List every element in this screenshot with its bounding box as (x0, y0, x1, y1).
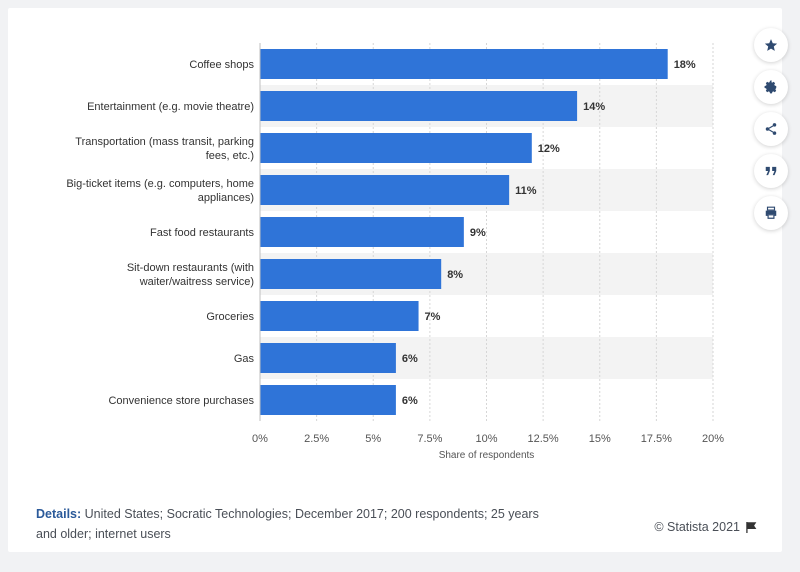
x-tick-label: 10% (475, 433, 497, 445)
bar (260, 343, 396, 373)
category-label: Gas (234, 353, 255, 365)
toolbar (754, 28, 790, 238)
print-icon (765, 206, 777, 219)
bar-value-label: 12% (538, 143, 560, 155)
category-label: Groceries (206, 311, 254, 323)
bar-value-label: 7% (425, 311, 441, 323)
print-button[interactable] (754, 196, 788, 230)
x-tick-label: 20% (702, 433, 724, 445)
bar (260, 385, 396, 415)
share-button[interactable] (754, 112, 788, 146)
copyright: © Statista 2021 (654, 520, 757, 534)
star-icon (764, 39, 778, 51)
x-tick-label: 2.5% (304, 433, 329, 445)
bar (260, 49, 668, 79)
category-label: Convenience store purchases (108, 395, 254, 407)
x-axis-title: Share of respondents (439, 450, 535, 461)
copyright-text: © Statista 2021 (654, 520, 740, 534)
bar-value-label: 11% (515, 185, 537, 197)
gear-icon (764, 80, 777, 94)
bar-value-label: 8% (447, 269, 463, 281)
category-label: Big-ticket items (e.g. computers, home ap… (66, 178, 254, 204)
bar (260, 301, 419, 331)
share-icon (765, 123, 777, 135)
x-tick-label: 7.5% (417, 433, 442, 445)
category-label: Fast food restaurants (150, 227, 254, 239)
x-tick-label: 5% (365, 433, 381, 445)
favorite-button[interactable] (754, 28, 788, 62)
x-tick-label: 12.5% (528, 433, 559, 445)
x-tick-label: 0% (252, 433, 268, 445)
bar (260, 217, 464, 247)
bar (260, 259, 442, 289)
x-tick-label: 15% (589, 433, 611, 445)
flag-icon[interactable] (746, 521, 757, 533)
bar-chart: 0% 2.5% 5% 7.5% 10% 12.5% 15% 17.5% 20% 18% Coffee… (66, 43, 724, 461)
cite-button[interactable] (754, 154, 788, 188)
bar-value-label: 18% (674, 59, 696, 71)
category-label: Coffee shops (189, 59, 254, 71)
details-text: Details: United States; Socratic Technol… (36, 505, 556, 544)
bar (260, 133, 532, 163)
bar-value-label: 14% (583, 101, 605, 113)
bar-value-label: 6% (402, 353, 418, 365)
bar (260, 91, 578, 121)
x-tick-label: 17.5% (641, 433, 672, 445)
category-label: Transportation (mass transit, parking fee… (75, 136, 254, 162)
details-label: Details: (36, 507, 82, 521)
bar (260, 175, 510, 205)
quote-icon (765, 166, 777, 176)
settings-button[interactable] (754, 70, 788, 104)
details-body: United States; Socratic Technologies; De… (36, 507, 539, 541)
chart-card: 0% 2.5% 5% 7.5% 10% 12.5% 15% 17.5% 20% 18% Coffee… (8, 8, 788, 552)
bar-value-label: 9% (470, 227, 486, 239)
category-label: Entertainment (e.g. movie theatre) (87, 101, 254, 113)
category-label: Sit-down restaurants (with waiter/waitres… (127, 262, 254, 288)
bar-value-label: 6% (402, 395, 418, 407)
